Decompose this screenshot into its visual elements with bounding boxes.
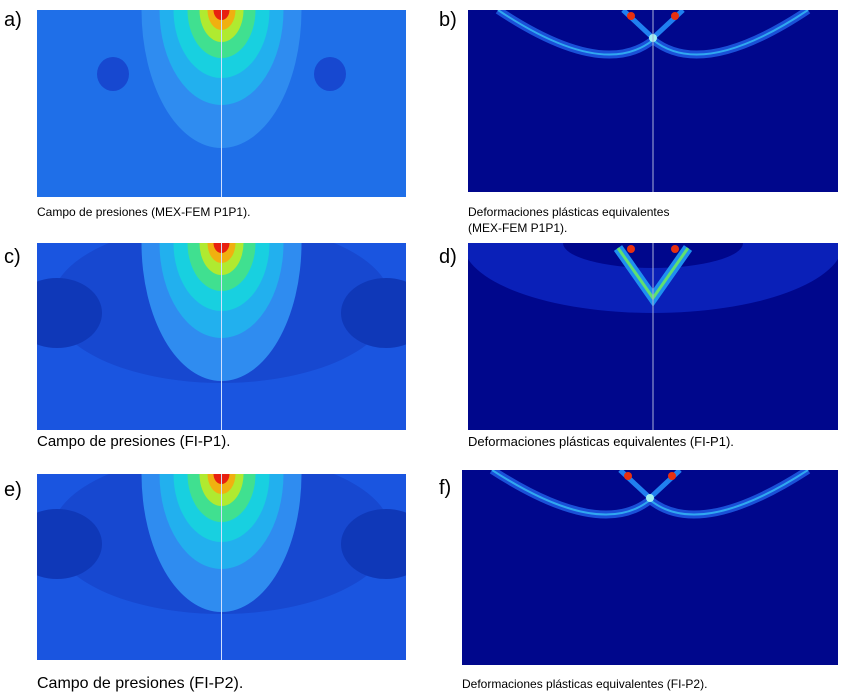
panel-label: d) xyxy=(439,246,457,268)
panel-label: f) xyxy=(439,477,451,499)
panel-caption: Campo de presiones (MEX-FEM P1P1). xyxy=(37,205,250,219)
hot-spot xyxy=(671,245,679,253)
dark-side xyxy=(37,278,102,348)
hot-spot xyxy=(627,245,635,253)
hot-spot xyxy=(624,472,632,480)
panel-label: e) xyxy=(4,479,22,501)
dark-blob xyxy=(314,57,346,91)
panel-caption: Campo de presiones (FI-P2). xyxy=(37,675,243,692)
hot-spot xyxy=(646,494,654,502)
pressure-field xyxy=(37,474,406,660)
panel: a) Campo de presiones (MEX-FEM P1P1). xyxy=(4,9,406,219)
dark-blob xyxy=(97,57,129,91)
hot-spot xyxy=(627,12,635,20)
hot-spot xyxy=(671,12,679,20)
dark-side xyxy=(341,509,406,579)
panel-caption: Deformaciones plásticas equivalentes (FI… xyxy=(462,677,707,691)
strain-field xyxy=(468,10,838,192)
panel-label: b) xyxy=(439,9,457,31)
strain-field xyxy=(462,470,838,665)
panel-caption: Deformaciones plásticas equivalentes (FI… xyxy=(468,434,734,449)
pressure-field xyxy=(37,10,406,197)
panel-label: a) xyxy=(4,9,22,31)
dark-side xyxy=(37,509,102,579)
dark-side xyxy=(341,278,406,348)
strain-field xyxy=(468,243,838,430)
panel: d) Deformaciones plásticas equivalentes (… xyxy=(439,243,838,449)
pressure-field xyxy=(37,243,406,430)
panel: c) Campo de presiones (FI-P1). xyxy=(4,243,406,450)
panel: e) Campo de presiones (FI-P2). xyxy=(4,474,406,692)
panel-caption: Deformaciones plásticas equivalentes xyxy=(468,205,669,219)
panel: f) Deformaciones plásticas equivalentes (… xyxy=(439,470,838,691)
panel: b) Deformaciones plásticas equivalentes (M… xyxy=(439,9,838,235)
hot-spot xyxy=(668,472,676,480)
panel-caption: (MEX-FEM P1P1). xyxy=(468,221,567,235)
panel-label: c) xyxy=(4,246,21,268)
panel-caption: Campo de presiones (FI-P1). xyxy=(37,433,230,450)
